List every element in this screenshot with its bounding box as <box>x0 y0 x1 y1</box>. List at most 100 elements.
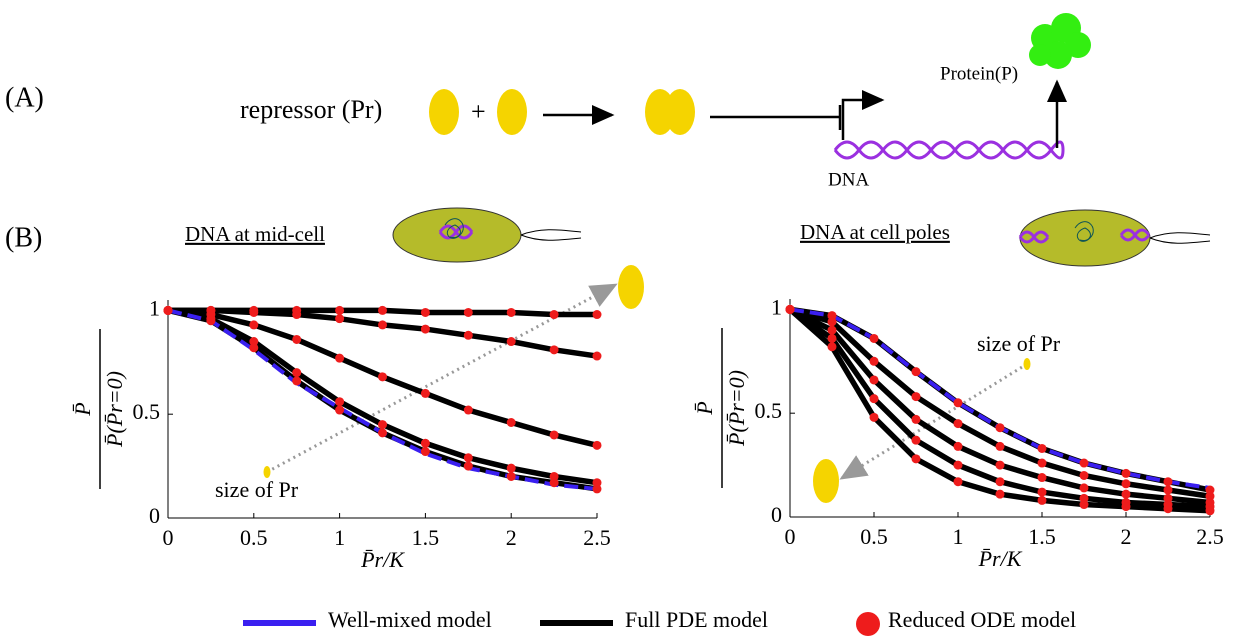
ode-point <box>996 490 1005 499</box>
ode-point <box>593 352 602 361</box>
protein-label: Protein(P) <box>940 63 1018 84</box>
y-axis-label: P̄P̄(P̄r=0) <box>70 329 127 489</box>
ode-point <box>593 441 602 450</box>
x-tick-label: 0 <box>785 524 796 549</box>
panel-label: (B) <box>5 222 42 253</box>
ode-point <box>954 442 963 451</box>
ode-point <box>421 439 430 448</box>
y-axis-label: P̄ P̄(P̄r=0) <box>692 328 749 488</box>
x-tick-label: 2 <box>1121 524 1132 549</box>
ode-point <box>870 413 879 422</box>
ode-point <box>1038 496 1047 505</box>
ode-point <box>464 308 473 317</box>
ode-point <box>1038 459 1047 468</box>
ode-point <box>421 325 430 334</box>
ode-point <box>1122 502 1131 511</box>
ode-point <box>550 310 559 319</box>
ode-point <box>249 343 258 352</box>
annotation: size of Pr <box>215 477 299 502</box>
x-tick-label: 1 <box>953 524 964 549</box>
ode-point <box>378 306 387 315</box>
x-tick-label: 2.5 <box>583 525 611 550</box>
ode-point <box>954 419 963 428</box>
ode-point <box>912 415 921 424</box>
ode-point <box>786 305 795 314</box>
ode-point <box>828 317 837 326</box>
x-tick-label: 2 <box>506 525 517 550</box>
large-repressor <box>813 459 839 503</box>
x-tick-label: 1 <box>334 525 345 550</box>
series-line <box>168 310 597 489</box>
ode-point <box>996 423 1005 432</box>
flagella <box>1150 233 1210 244</box>
x-axis-label: P̄r/K <box>360 547 405 572</box>
ode-point <box>1122 490 1131 499</box>
dimer <box>665 89 695 135</box>
ode-point <box>1164 477 1173 486</box>
plus: + <box>471 97 486 126</box>
ode-point <box>464 331 473 340</box>
ode-point <box>996 477 1005 486</box>
ode-point <box>1164 486 1173 495</box>
y-label-numerator: P̄ <box>692 401 717 415</box>
ode-point <box>1038 488 1047 497</box>
y-tick-label: 0.5 <box>755 398 783 423</box>
ode-point <box>828 334 837 343</box>
annotation: size of Pr <box>977 331 1061 356</box>
y-label-denominator: P̄(P̄r=0) <box>102 371 127 448</box>
small-repressor <box>1024 358 1031 370</box>
ode-point <box>335 314 344 323</box>
ode-point <box>378 372 387 381</box>
ode-point <box>507 464 516 473</box>
legend-label: Full PDE model <box>625 607 768 632</box>
legend-label: Well-mixed model <box>328 607 492 632</box>
x-tick-label: 1.5 <box>1028 524 1056 549</box>
y-tick-label: 0.5 <box>133 399 161 424</box>
promoter <box>843 100 882 140</box>
x-tick-label: 2.5 <box>1196 524 1224 549</box>
x-tick-label: 0.5 <box>240 525 268 550</box>
ode-point <box>954 398 963 407</box>
protein <box>1029 13 1091 69</box>
ode-point <box>421 308 430 317</box>
ode-point <box>954 461 963 470</box>
ode-point <box>378 420 387 429</box>
ode-point <box>464 462 473 471</box>
ode-point <box>335 406 344 415</box>
ode-point <box>1122 479 1131 488</box>
ode-point <box>292 368 301 377</box>
cell-label: DNA at cell poles <box>800 220 950 244</box>
x-tick-label: 0 <box>163 525 174 550</box>
repressor <box>429 89 459 135</box>
ode-point <box>507 418 516 427</box>
y-tick-label: 0 <box>149 503 160 528</box>
ode-point <box>828 342 837 351</box>
ode-point <box>421 389 430 398</box>
ode-point <box>378 320 387 329</box>
ode-point <box>1080 459 1089 468</box>
ode-point <box>206 316 215 325</box>
y-tick-label: 1 <box>771 294 782 319</box>
ode-point <box>550 478 559 487</box>
ode-point <box>996 461 1005 470</box>
ode-point <box>507 337 516 346</box>
dna-label: DNA <box>828 169 869 190</box>
y-tick-label: 0 <box>771 502 782 527</box>
ode-point <box>870 357 879 366</box>
ode-point <box>464 406 473 415</box>
ode-point <box>464 453 473 462</box>
ode-point <box>912 367 921 376</box>
ode-point <box>593 310 602 319</box>
y-label-denominator: P̄(P̄r=0) <box>724 370 749 447</box>
ode-point <box>1080 500 1089 509</box>
ode-point <box>1038 473 1047 482</box>
ode-point <box>292 376 301 385</box>
y-tick-label: 1 <box>149 295 160 320</box>
ode-point <box>378 428 387 437</box>
legend-label: Reduced ODE model <box>888 607 1076 632</box>
ode-point <box>335 397 344 406</box>
ode-point <box>954 477 963 486</box>
cell-label: DNA at mid-cell <box>185 222 325 246</box>
ode-point <box>292 310 301 319</box>
legend-swatch <box>856 612 880 636</box>
